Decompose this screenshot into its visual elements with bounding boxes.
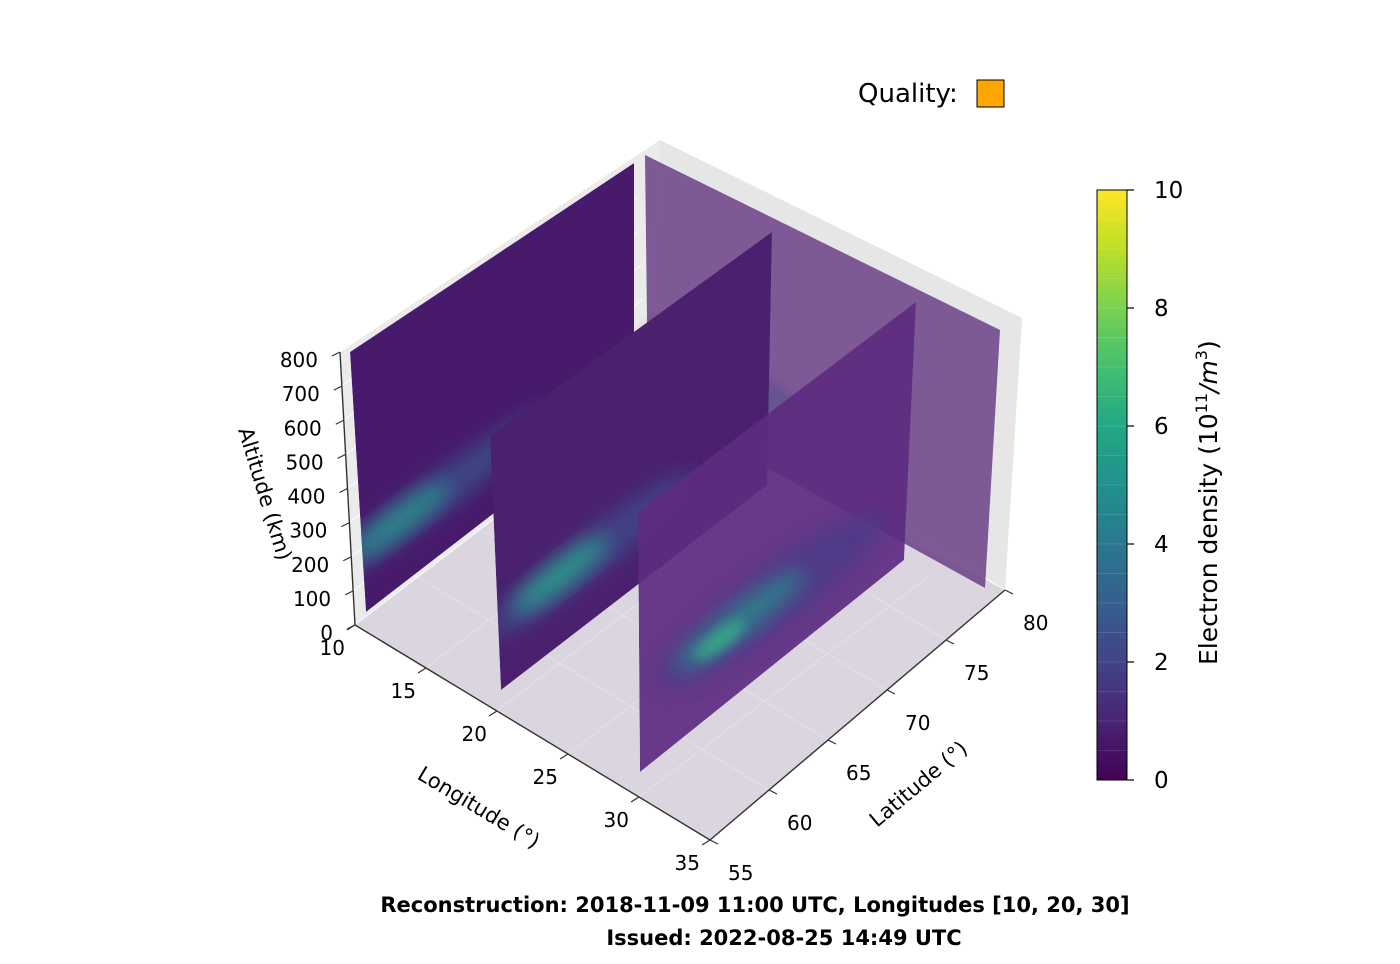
y-axis-line <box>709 589 1006 841</box>
colorbar-tick-label: 2 <box>1154 650 1169 676</box>
y-tick-label: 70 <box>905 711 930 735</box>
z-tick-mark <box>333 385 343 391</box>
colorbar-ticks: 0 2 4 6 8 10 <box>1127 178 1183 794</box>
y-tick-label: 60 <box>787 811 812 835</box>
colorbar-bands <box>1097 219 1127 751</box>
grid-line <box>413 574 770 791</box>
y-tick-mark <box>945 639 955 645</box>
z-tick-label: 0 <box>320 621 333 645</box>
z-tick-mark <box>339 487 348 494</box>
grid-line <box>339 128 634 353</box>
z-tick-mark <box>337 453 346 459</box>
y-tick-label: 65 <box>846 761 871 785</box>
colorbar-tick-label: 10 <box>1154 178 1183 204</box>
z-tick-mark <box>331 351 341 357</box>
axis-ticks: 0 100 200 300 400 500 600 700 800 10 15 20 25 30 35 55 6… <box>280 348 1049 885</box>
z-tick-mark <box>341 522 350 528</box>
x-tick-mark <box>630 796 640 803</box>
y-tick-mark <box>827 739 837 745</box>
slice-longitude-30 <box>638 302 916 772</box>
colorbar-tick-label: 0 <box>1154 768 1169 794</box>
y-tick-mark <box>1004 589 1014 595</box>
y-tick-mark <box>886 689 896 695</box>
y-tick-label: 55 <box>728 861 753 885</box>
x-tick-mark <box>346 624 356 631</box>
z-tick-label: 200 <box>291 553 329 577</box>
x-axis-line <box>354 624 711 841</box>
z-tick-mark <box>344 590 354 596</box>
z-tick-label: 800 <box>280 348 318 372</box>
z-tick-label: 600 <box>284 416 322 440</box>
x-tick-mark <box>701 839 711 846</box>
y-axis-label: Latitude (°) <box>865 736 972 832</box>
colorbar <box>1097 190 1127 780</box>
quality-label: Quality: <box>858 79 958 109</box>
issued-text: Issued: 2022-08-25 14:49 UTC <box>606 926 961 950</box>
x-tick-mark <box>417 667 427 674</box>
x-tick-label: 35 <box>675 851 700 875</box>
colorbar-tick-label: 4 <box>1154 532 1169 558</box>
colorbar-tick-label: 8 <box>1154 296 1169 322</box>
z-tick-label: 300 <box>289 519 327 543</box>
z-tick-label: 700 <box>282 382 320 406</box>
grid-line <box>709 616 1004 841</box>
quality-swatch <box>976 79 1005 108</box>
z-tick-label: 500 <box>285 450 323 474</box>
grid-line <box>638 573 933 798</box>
x-tick-label: 25 <box>533 765 558 789</box>
y-tick-mark <box>709 839 719 845</box>
colorbar-frame <box>1096 189 1128 781</box>
x-tick-label: 30 <box>604 808 629 832</box>
z-tick-label: 400 <box>287 485 325 509</box>
colorbar-tick-label: 6 <box>1154 414 1169 440</box>
x-tick-mark <box>559 753 569 760</box>
x-axis-label: Longitude (°) <box>413 762 544 854</box>
z-tick-mark <box>342 556 352 562</box>
x-tick-label: 10 <box>320 636 345 660</box>
z-tick-mark <box>335 419 345 425</box>
colorbar-label: Electron density (1011/m3) <box>1192 340 1223 665</box>
y-tick-label: 75 <box>964 661 989 685</box>
x-tick-label: 15 <box>391 679 416 703</box>
x-tick-mark <box>488 710 498 717</box>
slice-longitude-10 <box>350 163 634 612</box>
y-tick-mark <box>768 789 778 795</box>
reconstruction-text: Reconstruction: 2018-11-09 11:00 UTC, Lo… <box>380 893 1129 917</box>
z-tick-label: 100 <box>293 587 331 611</box>
y-tick-label: 80 <box>1023 611 1048 635</box>
x-tick-label: 20 <box>462 722 487 746</box>
